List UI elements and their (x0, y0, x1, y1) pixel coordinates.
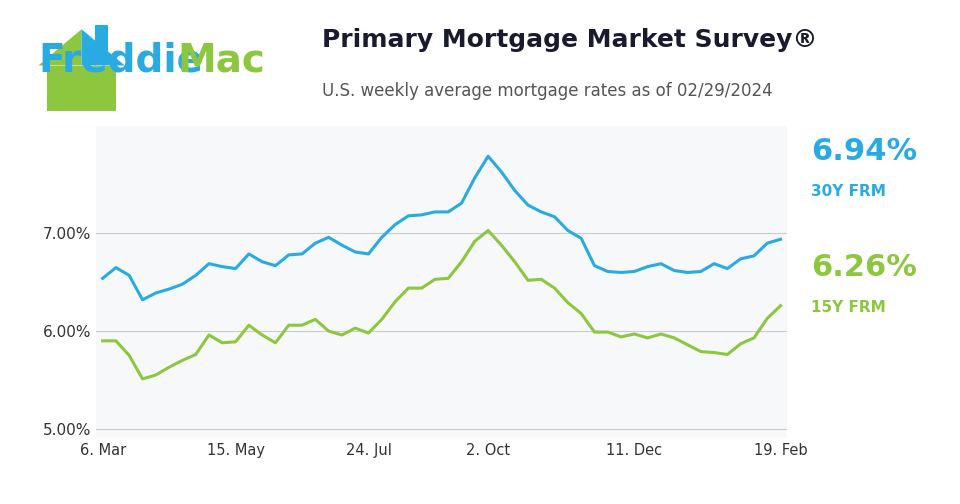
Text: 30Y FRM: 30Y FRM (811, 184, 886, 199)
Text: 15Y FRM: 15Y FRM (811, 300, 886, 315)
Text: Primary Mortgage Market Survey®: Primary Mortgage Market Survey® (322, 28, 817, 52)
Polygon shape (47, 66, 116, 111)
Polygon shape (82, 29, 125, 66)
Text: 6.26%: 6.26% (811, 253, 917, 282)
Polygon shape (38, 29, 82, 66)
Text: U.S. weekly average mortgage rates as of 02/29/2024: U.S. weekly average mortgage rates as of… (322, 82, 772, 100)
Polygon shape (94, 25, 108, 66)
Text: 6.94%: 6.94% (811, 137, 918, 166)
Text: Mac: Mac (178, 41, 266, 80)
Text: Freddie: Freddie (38, 41, 204, 80)
